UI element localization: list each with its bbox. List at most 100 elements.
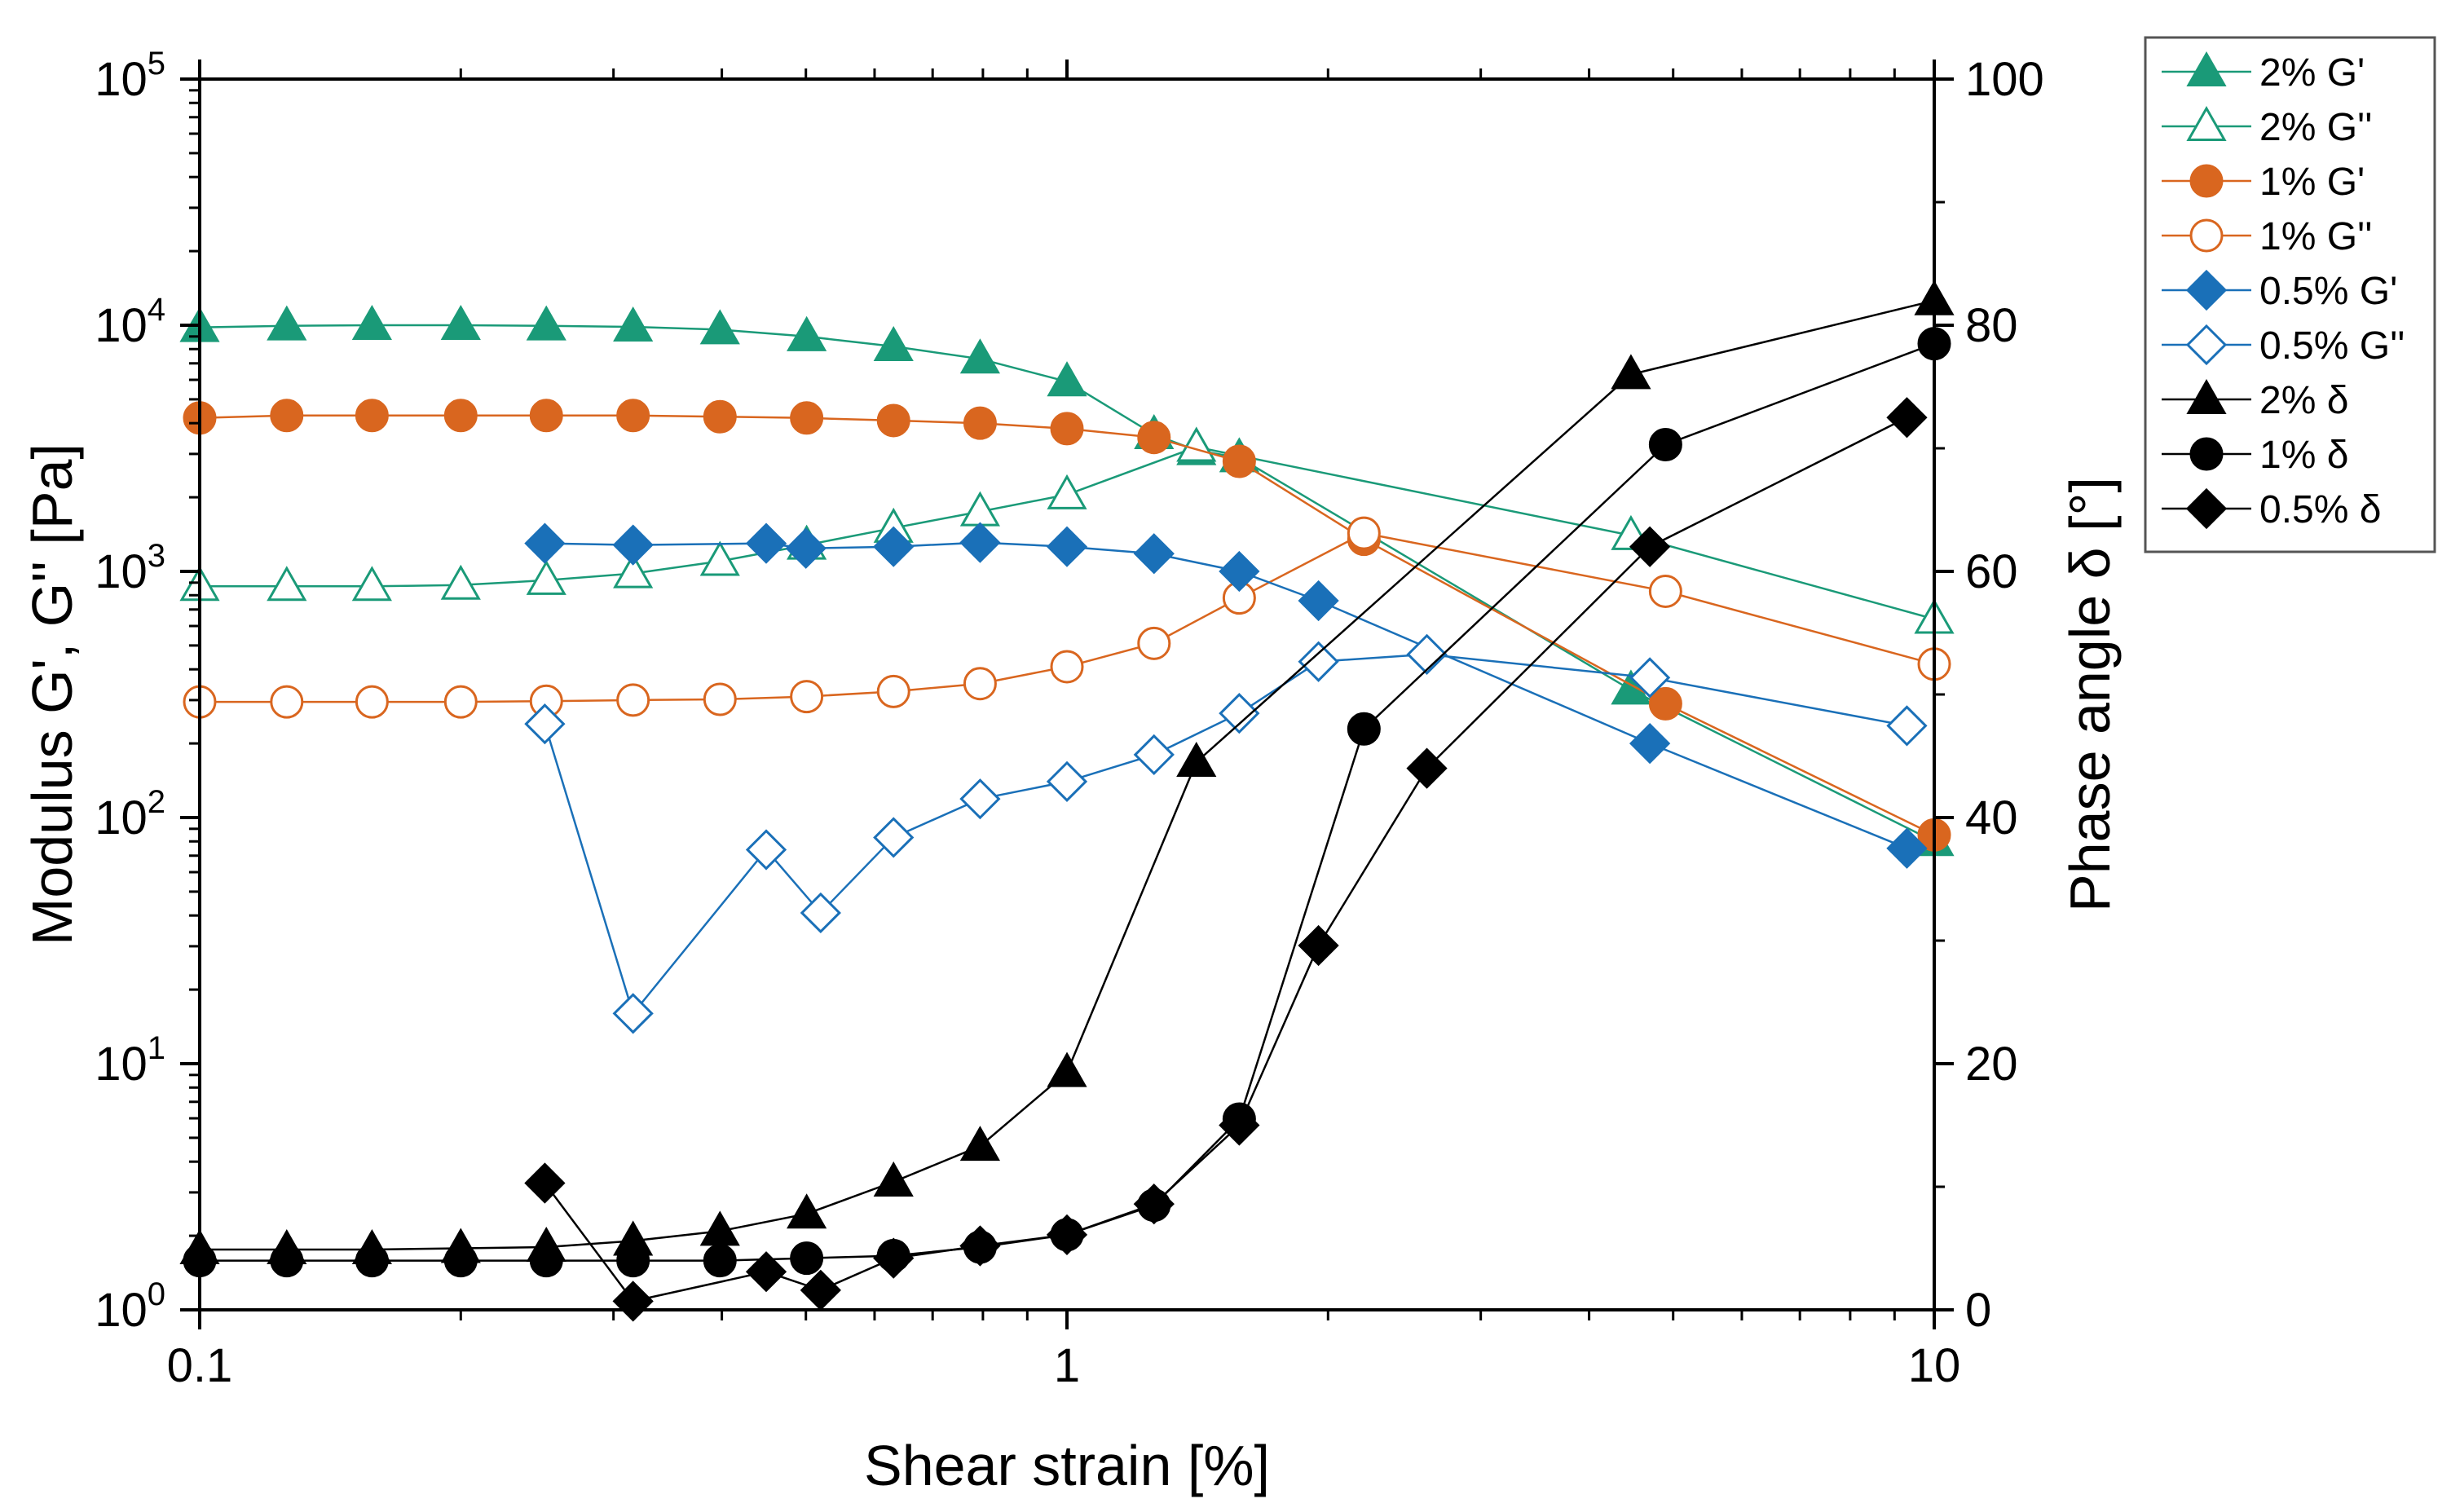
- data-point-6-7: [787, 1193, 827, 1229]
- data-point-0-6: [699, 309, 740, 345]
- data-point-2-5: [616, 399, 650, 433]
- data-point-8-4: [873, 1237, 915, 1279]
- data-point-4-3: [785, 527, 827, 569]
- data-point-2-10: [1050, 412, 1084, 446]
- data-point-4-5: [959, 522, 1001, 563]
- data-point-6-9: [959, 1126, 1000, 1162]
- legend-entry-2: 1% G': [2162, 161, 2365, 204]
- y-left-tick-label-2: 102: [95, 784, 165, 844]
- data-point-8-9: [1298, 924, 1339, 967]
- data-point-0-9: [959, 338, 1000, 374]
- legend-label-6: 2% δ: [2259, 379, 2348, 422]
- data-point-7-2: [355, 1244, 389, 1278]
- data-point-2-3: [443, 399, 478, 433]
- legend-marker-8: [2185, 487, 2228, 530]
- data-point-4-11: [1886, 827, 1928, 869]
- x-tick-label-2: 10: [1908, 1339, 1961, 1392]
- legend-entry-0: 2% G': [2162, 51, 2365, 95]
- data-point-5-7: [1133, 734, 1175, 776]
- data-point-3-2: [355, 685, 389, 719]
- data-point-6-10: [1047, 1051, 1087, 1087]
- data-point-1-4: [526, 559, 566, 595]
- series-5: [524, 633, 1928, 1034]
- data-point-1-5: [613, 553, 654, 588]
- data-point-8-3: [800, 1269, 841, 1311]
- data-point-3-8: [876, 674, 910, 708]
- y-right-tick-label-0: 0: [1965, 1284, 1991, 1337]
- data-point-3-13: [1347, 516, 1381, 550]
- data-point-8-11: [1629, 526, 1671, 567]
- data-point-3-7: [790, 680, 824, 714]
- series-3: [183, 516, 1951, 719]
- data-point-0-1: [267, 305, 307, 341]
- data-point-2-2: [355, 399, 389, 433]
- data-point-3-9: [963, 667, 997, 701]
- legend-label-1: 2% G'': [2259, 106, 2372, 149]
- y-right-tick-label-3: 60: [1965, 545, 2018, 598]
- y-left-tick-label-4: 104: [95, 292, 165, 352]
- data-point-1-3: [440, 564, 481, 600]
- data-point-5-8: [1219, 693, 1260, 734]
- data-point-0-3: [440, 304, 481, 340]
- series-line-3: [200, 531, 1935, 703]
- data-point-8-12: [1886, 397, 1928, 439]
- data-point-7-4: [529, 1244, 563, 1278]
- y-right-axis-title: Phase angle δ [°]: [2058, 477, 2122, 912]
- y-right-tick-label-5: 100: [1965, 53, 2044, 106]
- data-point-4-10: [1629, 722, 1671, 765]
- data-point-1-2: [351, 566, 392, 602]
- data-point-0-5: [613, 306, 654, 342]
- legend-marker-1: [2186, 105, 2227, 141]
- data-point-3-10: [1050, 650, 1084, 684]
- data-point-2-11: [1137, 421, 1171, 455]
- data-point-3-11: [1137, 626, 1171, 660]
- legend-label-0: 2% G': [2259, 51, 2365, 95]
- legend-marker-7: [2189, 437, 2224, 471]
- data-point-3-6: [703, 682, 737, 716]
- data-point-0-8: [873, 326, 914, 362]
- y-right-tick-label-4: 80: [1965, 299, 2018, 352]
- x-tick-label-1: 1: [1054, 1339, 1080, 1392]
- legend-entry-1: 2% G'': [2162, 105, 2372, 149]
- data-point-0-4: [526, 305, 566, 341]
- data-point-5-11: [1629, 657, 1671, 699]
- legend: 2% G' 2% G'' 1% G' 1% G'' 0.5% G' 0.5% G'' 2% …: [2144, 36, 2436, 553]
- y-right-tick-label-1: 20: [1965, 1038, 2018, 1091]
- data-point-8-5: [959, 1225, 1001, 1267]
- data-point-6-8: [873, 1161, 914, 1197]
- data-point-8-2: [745, 1251, 787, 1293]
- y-left-tick-label-3: 103: [95, 538, 165, 598]
- x-tick-label-0: 0.1: [167, 1339, 233, 1392]
- series-7: [183, 327, 1951, 1278]
- data-point-8-10: [1406, 747, 1448, 789]
- legend-marker-6: [2186, 378, 2227, 414]
- series-0: [179, 304, 1955, 857]
- y-right-tick-label-2: 40: [1965, 791, 2018, 844]
- data-point-4-6: [1046, 526, 1088, 567]
- series-line-8: [544, 417, 1908, 1303]
- legend-marker-0: [2186, 51, 2227, 86]
- data-point-4-7: [1133, 533, 1175, 575]
- data-point-0-7: [787, 315, 827, 351]
- data-point-4-9: [1298, 580, 1339, 622]
- data-point-7-7: [790, 1241, 824, 1276]
- data-point-2-9: [963, 406, 997, 440]
- data-point-7-1: [270, 1244, 304, 1278]
- y-left-axis-title: Modulus G', G'' [Pa]: [20, 443, 84, 946]
- data-point-4-8: [1219, 550, 1260, 593]
- legend-marker-3: [2189, 218, 2224, 253]
- data-point-7-6: [703, 1244, 737, 1278]
- data-point-2-8: [876, 403, 910, 438]
- data-point-7-14: [1648, 427, 1682, 461]
- data-point-7-5: [616, 1244, 650, 1278]
- data-point-5-5: [959, 778, 1001, 820]
- data-point-8-7: [1133, 1184, 1175, 1225]
- data-point-2-1: [270, 399, 304, 433]
- data-point-3-1: [270, 685, 304, 719]
- series-line-0: [199, 324, 1935, 843]
- series-line-6: [200, 299, 1935, 1251]
- legend-marker-4: [2185, 269, 2228, 311]
- data-point-7-13: [1347, 712, 1381, 746]
- legend-entry-8: 0.5% δ: [2162, 487, 2381, 531]
